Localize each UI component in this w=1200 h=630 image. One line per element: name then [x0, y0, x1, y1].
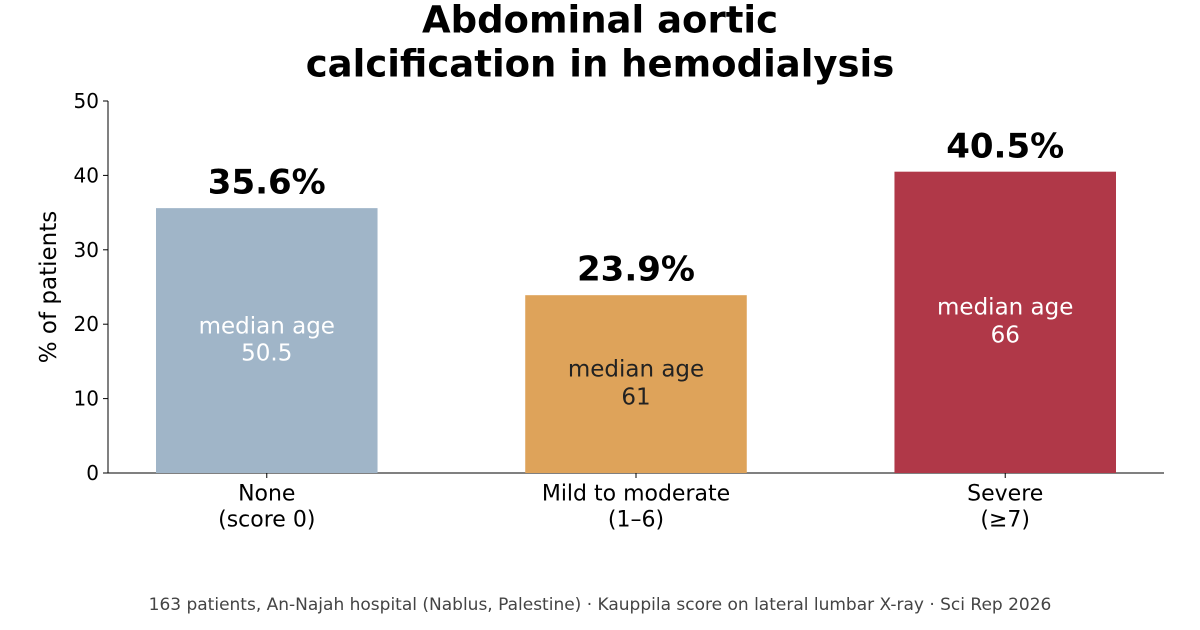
y-tick-label: 0 — [86, 461, 99, 485]
x-tick-label: Severe (≥7) — [967, 481, 1044, 533]
bar — [894, 171, 1116, 473]
y-axis-label: % of patients — [36, 210, 63, 364]
y-tick-label: 40 — [74, 163, 99, 187]
inner-label: median age 50.5 — [198, 312, 335, 367]
x-tick-label: None (score 0) — [218, 481, 316, 533]
chart-title: Abdominal aortic calcification in hemodi… — [305, 0, 895, 86]
bar — [525, 295, 747, 473]
value-label: 40.5% — [946, 126, 1065, 167]
inner-label: median age 61 — [567, 356, 705, 411]
y-tick-label: 20 — [74, 312, 99, 336]
x-tick-label: Mild to moderate (1–6) — [541, 481, 731, 533]
y-tick-label: 10 — [74, 387, 99, 411]
bar — [156, 208, 378, 474]
y-tick-label: 30 — [74, 238, 99, 262]
value-label: 23.9% — [577, 249, 695, 290]
footnote: 163 patients, An-Najah hospital (Nablus,… — [148, 594, 1052, 615]
inner-label: median age 66 — [937, 294, 1074, 349]
y-tick-label: 50 — [74, 89, 99, 113]
value-label: 35.6% — [207, 162, 326, 203]
